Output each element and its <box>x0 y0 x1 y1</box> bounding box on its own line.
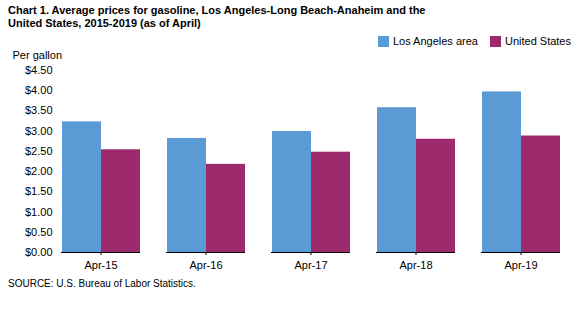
svg-text:$3.50: $3.50 <box>25 104 53 116</box>
svg-text:$4.00: $4.00 <box>25 84 53 96</box>
html-text:SOURCE: U.S. Bureau of Labor S: SOURCE: U.S. Bureau of Labor Statistics. <box>8 278 196 289</box>
html-text:United States: United States <box>505 35 571 47</box>
svg-text:Apr-17: Apr-17 <box>294 259 327 271</box>
html-text:United States, 2015-2019 (as o: United States, 2015-2019 (as of April) <box>8 17 201 29</box>
svg-text:$4.50: $4.50 <box>25 64 53 76</box>
svg-text:Apr-16: Apr-16 <box>189 259 222 271</box>
svg-text:Apr-18: Apr-18 <box>399 259 432 271</box>
svg-text:$1.00: $1.00 <box>25 206 53 218</box>
html-text:Chart 1. Average prices for ga: Chart 1. Average prices for gasoline, Lo… <box>8 4 426 16</box>
svg-text:$0.00: $0.00 <box>25 246 53 258</box>
svg-text:$2.50: $2.50 <box>25 145 53 157</box>
svg-text:$0.50: $0.50 <box>25 226 53 238</box>
svg-text:$1.50: $1.50 <box>25 185 53 197</box>
svg-text:Per gallon: Per gallon <box>13 49 63 61</box>
html-text:Los Angeles area: Los Angeles area <box>392 35 478 47</box>
svg-text:$3.00: $3.00 <box>25 125 53 137</box>
svg-text:$2.00: $2.00 <box>25 165 53 177</box>
svg-text:Apr-15: Apr-15 <box>84 259 117 271</box>
svg-text:Apr-19: Apr-19 <box>504 259 537 271</box>
